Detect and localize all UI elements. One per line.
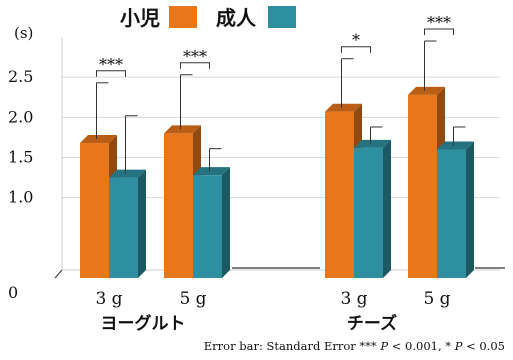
y-tick-label: 2.5: [8, 67, 33, 86]
legend-swatch: [169, 6, 197, 28]
bar-side: [222, 167, 230, 278]
bar-front: [325, 111, 354, 279]
bar-top: [354, 139, 391, 148]
x-group-label: チーズ: [347, 313, 397, 334]
significance-bracket: [424, 28, 454, 36]
bars: [80, 86, 474, 279]
significance-brackets: *** *******: [96, 13, 454, 77]
bar: [193, 167, 230, 278]
bar: [109, 169, 146, 278]
bar-front: [164, 133, 193, 278]
bar-top: [80, 135, 117, 144]
bar-side: [383, 139, 391, 278]
significance-bracket: [96, 70, 126, 77]
bar-front: [193, 175, 222, 278]
bar-side: [466, 141, 474, 278]
bar-top: [437, 141, 474, 150]
y-tick-label: 0: [8, 283, 18, 302]
significance-bracket: [341, 46, 371, 53]
footnote: Error bar: Standard Error *** P < 0.001,…: [204, 339, 505, 353]
x-sub-label: 5 g: [423, 289, 450, 309]
chart-labels: 0 1.0 1.5 2.0 2.5 (s) 3 g 5 g ヨーグルト 3 g 5 g チーズ: [8, 24, 451, 334]
significance-label: ***: [427, 13, 451, 32]
legend-item: 小児: [120, 6, 197, 30]
y-tick-label: 2.0: [8, 107, 33, 126]
bar-front: [80, 143, 109, 278]
bar-front: [408, 94, 437, 278]
bar-top: [325, 103, 362, 112]
x-sub-label: 3 g: [340, 289, 367, 309]
bar: [437, 141, 474, 278]
bar-side: [138, 169, 146, 278]
y-unit-label: (s): [14, 24, 33, 42]
bar-front: [109, 177, 138, 278]
legend-item: 成人: [216, 6, 296, 30]
legend-label: 小児: [120, 6, 160, 30]
bar: [408, 86, 445, 278]
x-sub-label: 3 g: [95, 289, 122, 309]
significance-label: *: [352, 31, 360, 50]
floor-left-edge: [54, 269, 63, 279]
legend-label: 成人: [216, 6, 257, 30]
bar-front: [354, 147, 383, 278]
bar-top: [164, 125, 201, 134]
bar-top: [193, 167, 230, 176]
significance-label: ***: [183, 47, 207, 66]
legend: 小児 成人: [120, 6, 296, 30]
y-tick-label: 1.0: [8, 188, 33, 207]
significance-bracket: [180, 62, 210, 69]
bar: [354, 139, 391, 278]
x-sub-label: 5 g: [179, 289, 206, 309]
bar-top: [408, 86, 445, 95]
significance-label: ***: [99, 55, 123, 74]
error-bars: [96, 40, 466, 174]
x-group-label: ヨーグルト: [101, 313, 186, 334]
bar-top: [109, 169, 146, 178]
y-tick-label: 1.5: [8, 148, 33, 167]
legend-swatch: [268, 6, 296, 28]
bar-front: [437, 149, 466, 278]
